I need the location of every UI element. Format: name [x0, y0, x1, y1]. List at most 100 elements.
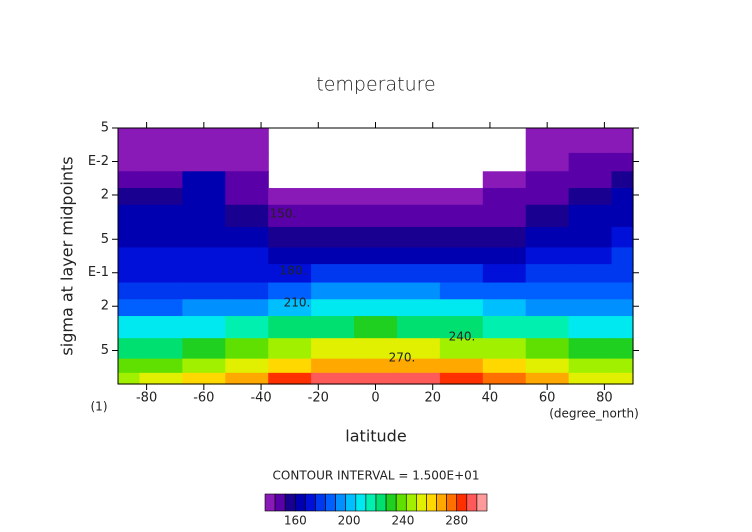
contour-cell: [225, 171, 269, 189]
contour-cell: [311, 372, 355, 385]
contour-cell: [525, 316, 570, 339]
contour-cell: [611, 358, 634, 374]
contour-cell: [525, 226, 570, 248]
contour-cell: [268, 316, 312, 339]
contour-cell: [568, 226, 613, 248]
contour-cell: [525, 171, 570, 189]
y-tick-label: 5: [101, 232, 109, 247]
colorbar-box: [335, 493, 347, 512]
contour-cell: [311, 264, 355, 284]
contour-cell: [354, 204, 398, 228]
contour-interval-note: CONTOUR INTERVAL = 1.500E+01: [273, 469, 480, 483]
contour-cell: [182, 282, 226, 300]
contour-cell: [354, 358, 398, 374]
contour-cell: [182, 128, 226, 154]
colorbar-box: [284, 493, 296, 512]
contour-cell: [118, 226, 141, 248]
contour-cell: [354, 316, 398, 339]
contour-cell: [482, 204, 527, 228]
x-axis-label: latitude: [345, 427, 406, 446]
contour-cell: [611, 372, 634, 385]
x-tick-label: 0: [371, 391, 379, 406]
contour-cell: [396, 372, 441, 385]
contour-cell: [311, 247, 355, 265]
contour-cell: [118, 152, 141, 172]
contour-cell: [439, 247, 484, 265]
contour-cell: [225, 188, 269, 206]
x-tick-label: -40: [250, 391, 271, 406]
contour-cell: [525, 299, 570, 317]
colorbar-box: [294, 493, 306, 512]
colorbar-box: [315, 493, 326, 512]
contour-cell: [568, 282, 613, 300]
contour-cell: [482, 188, 527, 206]
contour-cell: [396, 226, 441, 248]
colorbar-box: [466, 493, 478, 512]
contour-cell: [182, 188, 226, 206]
x-tick-label: -60: [193, 391, 214, 406]
contour-cell: [182, 316, 226, 339]
contour-cell: [525, 128, 570, 154]
contour-cell: [568, 247, 613, 265]
contour-cell: [139, 264, 183, 284]
contour-cell: [354, 264, 398, 284]
contour-cell: [139, 152, 183, 172]
colorbar-box: [446, 493, 458, 512]
contour-cell: [396, 188, 441, 206]
contour-cell: [568, 316, 613, 339]
contour-cell: [482, 299, 527, 317]
contour-cell: [268, 247, 312, 265]
contour-cell: [118, 372, 141, 385]
contour-label: 150.: [270, 207, 297, 221]
contour-cell: [225, 264, 269, 284]
contour-cell: [118, 316, 141, 339]
contour-cell: [482, 247, 527, 265]
contour-cell: [311, 282, 355, 300]
contour-cell: [311, 188, 355, 206]
contour-cell: [268, 358, 312, 374]
x-tick-label: 80: [596, 391, 613, 406]
y-unit: (1): [91, 400, 108, 414]
x-tick-label: 20: [424, 391, 441, 406]
contour-cell: [268, 226, 312, 248]
contour-cell: [568, 338, 613, 360]
contour-cell: [525, 247, 570, 265]
contour-cell: [439, 299, 484, 317]
contour-cell: [139, 372, 183, 385]
y-axis-label: sigma at layer midpoints: [58, 156, 77, 355]
colorbar-box: [416, 493, 427, 512]
contour-cell: [439, 264, 484, 284]
contour-cell: [525, 282, 570, 300]
contour-cell: [182, 299, 226, 317]
contour-cell: [118, 264, 141, 284]
contour-cell: [568, 204, 613, 228]
contour-cell: [139, 226, 183, 248]
contour-cell: [139, 316, 183, 339]
colorbar-box: [385, 493, 397, 512]
colorbar-box: [365, 493, 377, 512]
colorbar-box: [325, 493, 336, 512]
x-unit: (degree_north): [549, 407, 639, 421]
x-tick-label: -80: [136, 391, 157, 406]
contour-cell: [311, 226, 355, 248]
colorbar-box: [375, 493, 387, 512]
contour-label: 210.: [284, 296, 311, 310]
contour-cell: [354, 338, 398, 360]
colorbar-tick-label: 160: [284, 514, 307, 528]
contour-cell: [118, 247, 141, 265]
contour-cell: [139, 282, 183, 300]
contour-cell: [354, 226, 398, 248]
contour-cell: [225, 372, 269, 385]
contour-cell: [439, 282, 484, 300]
contour-cell: [182, 171, 226, 189]
contour-cell: [118, 282, 141, 300]
contour-cell: [525, 264, 570, 284]
contour-cell: [611, 282, 634, 300]
contour-cell: [139, 247, 183, 265]
contour-cell: [182, 204, 226, 228]
colorbar-box: [345, 493, 357, 512]
contour-cell: [354, 299, 398, 317]
contour-cell: [525, 152, 570, 172]
contour-cell: [182, 247, 226, 265]
contour-cell: [568, 299, 613, 317]
